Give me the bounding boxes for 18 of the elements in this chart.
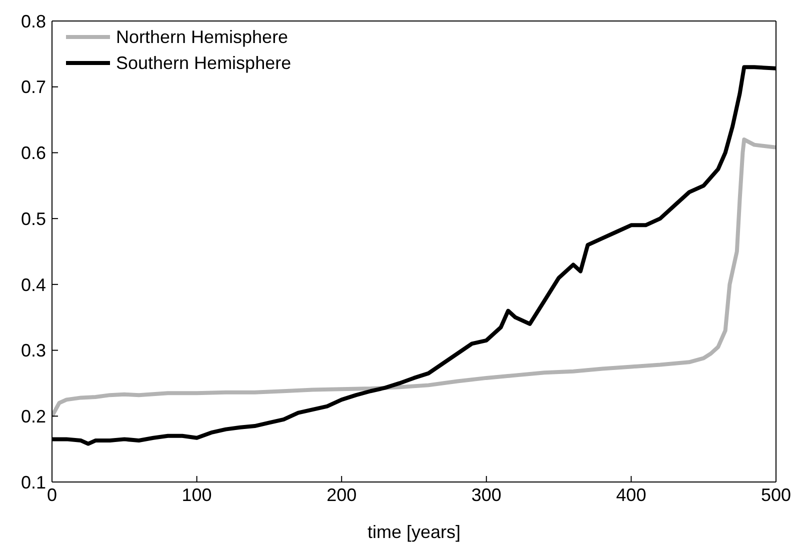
y-tick-label: 0.5 [20,208,46,229]
y-tick-label: 0.3 [20,340,46,361]
y-tick-label: 0.2 [20,406,46,427]
y-tick-label: 0.1 [20,472,46,492]
x-axis-title: time [years] [367,522,461,542]
line-series [52,138,776,418]
x-tick-label: 300 [471,484,502,505]
y-tick-label: 0.7 [20,77,46,98]
x-tick-label: 400 [616,484,646,505]
x-tick-label: 500 [760,484,792,505]
y-tick-label: 0.6 [20,143,46,164]
legend-label: Northern Hemisphere [116,26,288,49]
legend-label: Southern Hemisphere [116,52,292,75]
x-tick-label: 100 [182,484,212,505]
x-tick-label: 200 [326,484,357,505]
x-tick-label: 0 [46,484,58,505]
y-tick-label: 0.8 [20,11,46,32]
y-tick-label: 0.4 [20,274,46,295]
